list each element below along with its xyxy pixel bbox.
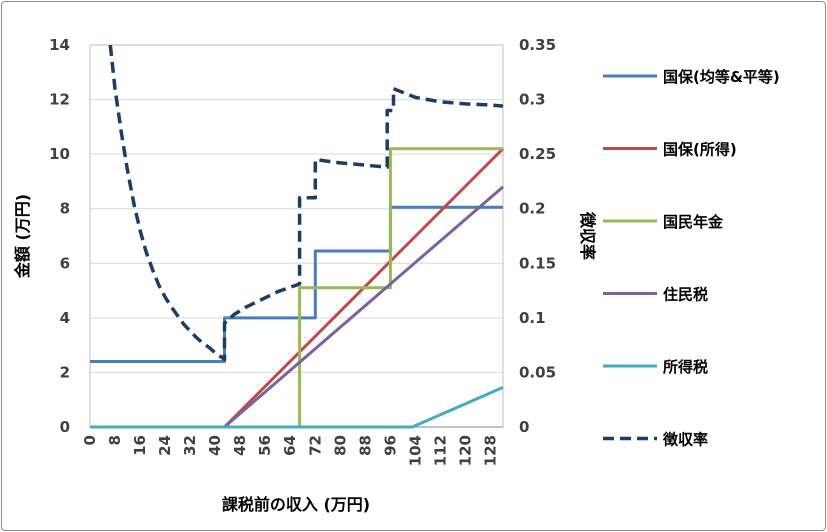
series-line	[108, 44, 504, 362]
y-right-tick-label: 0.05	[519, 363, 556, 381]
x-axis-title: 課税前の収入 (万円)	[222, 495, 370, 514]
x-tick-label: 112	[431, 435, 449, 466]
y-left-tick-label: 0	[60, 418, 70, 436]
x-tick-label: 48	[231, 435, 249, 456]
x-tick-label: 80	[331, 435, 349, 456]
x-tick-label: 0	[81, 435, 99, 445]
series-line	[90, 185, 504, 429]
legend-label: 所得税	[663, 358, 708, 376]
y-axis-right-title: 徴収率	[578, 211, 597, 260]
y-left-tick-label: 10	[49, 145, 70, 163]
y-left-tick-label: 12	[49, 91, 70, 109]
axes	[89, 44, 504, 428]
y-left-tick-label: 14	[49, 36, 70, 54]
x-tick-label: 72	[306, 435, 324, 456]
x-tick-label: 128	[481, 435, 499, 466]
series-line	[90, 386, 504, 429]
y-axis-left-title: 金額 (万円)	[13, 194, 32, 279]
x-tick-label: 8	[106, 435, 124, 445]
y-right-tick-label: 0	[519, 418, 529, 436]
series-line	[90, 147, 505, 429]
y-right-tick-label: 0.15	[519, 254, 556, 272]
x-tick-label: 64	[281, 435, 299, 456]
y-right-tick-label: 0.25	[519, 145, 556, 163]
plot-area	[89, 44, 504, 428]
y-right-tick-label: 0.3	[519, 91, 546, 109]
x-tick-label: 104	[406, 435, 424, 466]
y-right-tick-label: 0.2	[519, 200, 546, 218]
y-left-tick-label: 6	[60, 254, 70, 272]
y-right-tick-label: 0.1	[519, 309, 546, 327]
x-tick-label: 88	[356, 435, 374, 456]
legend-label: 住民税	[663, 286, 708, 304]
x-tick-label: 96	[381, 435, 399, 456]
series-group	[90, 44, 505, 429]
x-tick-label: 40	[206, 435, 224, 456]
y-left-tick-label: 2	[60, 363, 70, 381]
legend-label: 国民年金	[663, 213, 724, 231]
y-right-tick-label: 0.35	[519, 36, 556, 54]
x-tick-label: 24	[156, 435, 174, 456]
series-line	[90, 147, 503, 429]
y-left-tick-label: 8	[60, 200, 70, 218]
legend-label: 徴収率	[662, 431, 708, 449]
legend-label: 国保(均等&平等)	[663, 68, 780, 86]
x-tick-label: 32	[181, 435, 199, 456]
y-left-tick-label: 4	[60, 309, 70, 327]
x-tick-label: 120	[456, 435, 474, 466]
x-tick-label: 16	[131, 435, 149, 456]
x-tick-label: 56	[256, 435, 274, 456]
legend-label: 国保(所得)	[663, 141, 737, 159]
